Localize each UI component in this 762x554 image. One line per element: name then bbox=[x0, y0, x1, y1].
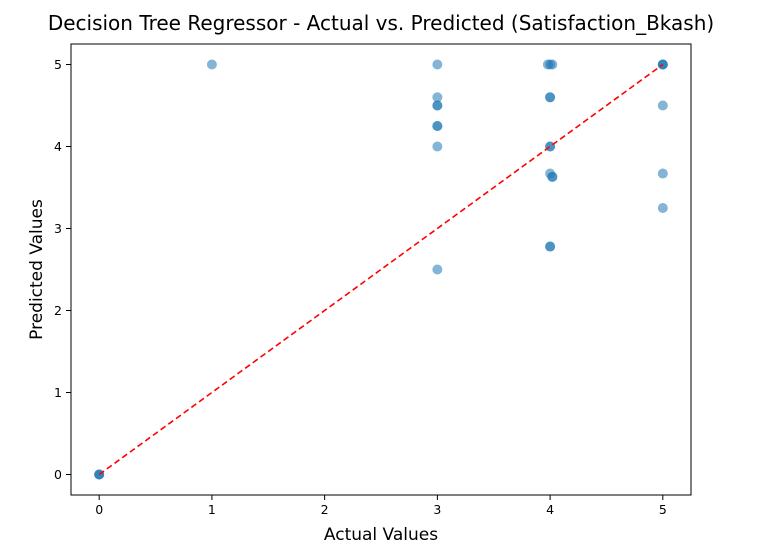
data-point bbox=[432, 59, 443, 70]
x-tick-label: 4 bbox=[546, 502, 554, 517]
data-point bbox=[432, 121, 443, 131]
data-point bbox=[432, 100, 443, 111]
x-tick-label: 1 bbox=[208, 502, 216, 517]
y-tick-label: 4 bbox=[54, 139, 62, 154]
y-axis-ticks: 0 1 2 3 4 5 bbox=[54, 57, 71, 482]
x-axis-ticks: 0 1 2 3 4 5 bbox=[95, 495, 667, 517]
data-point bbox=[545, 241, 556, 252]
data-point bbox=[432, 264, 443, 275]
data-point bbox=[545, 59, 556, 70]
x-tick-label: 2 bbox=[321, 502, 329, 517]
chart-title: Decision Tree Regressor - Actual vs. Pre… bbox=[48, 11, 714, 35]
y-tick-label: 2 bbox=[54, 303, 62, 318]
y-tick-label: 5 bbox=[54, 57, 62, 72]
reference-line bbox=[98, 63, 664, 476]
data-point bbox=[206, 59, 217, 70]
y-tick-label: 3 bbox=[54, 221, 62, 236]
plot-frame bbox=[70, 43, 692, 496]
y-tick-label: 1 bbox=[54, 385, 62, 400]
x-tick-label: 3 bbox=[433, 502, 441, 517]
data-point bbox=[432, 92, 443, 103]
data-point bbox=[547, 171, 558, 182]
data-point bbox=[657, 100, 668, 111]
data-point bbox=[657, 203, 668, 213]
y-tick-label: 0 bbox=[54, 467, 62, 482]
data-point bbox=[545, 92, 556, 103]
data-point bbox=[432, 141, 443, 152]
y-axis-label: Predicted Values bbox=[27, 199, 47, 340]
x-axis-label: Actual Values bbox=[324, 525, 438, 545]
data-point bbox=[657, 59, 668, 70]
plot-area bbox=[94, 59, 668, 480]
x-tick-label: 0 bbox=[95, 502, 103, 517]
data-point bbox=[657, 168, 668, 179]
x-tick-label: 5 bbox=[659, 502, 667, 517]
